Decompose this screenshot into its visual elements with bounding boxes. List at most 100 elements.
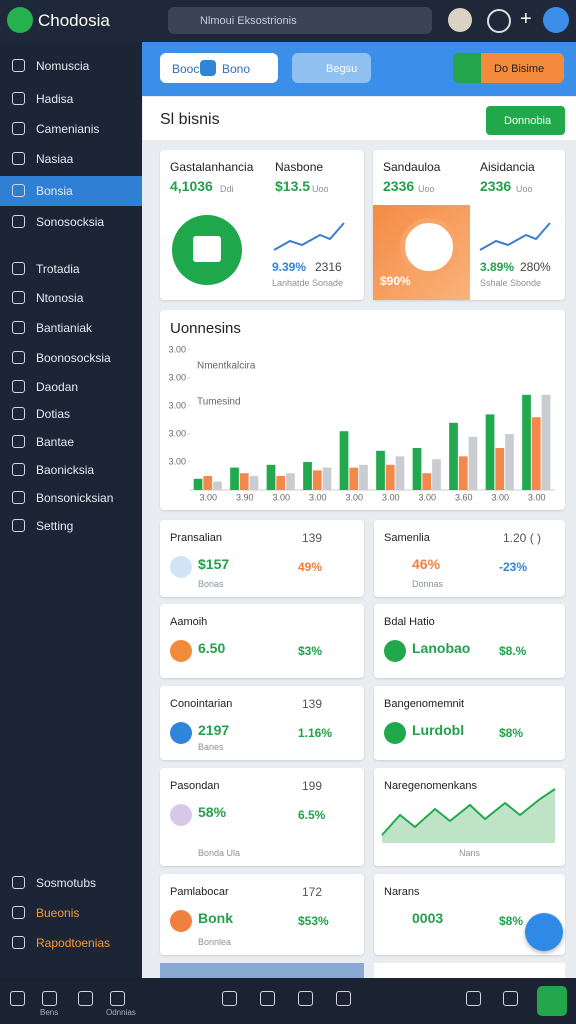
bar: [312, 470, 322, 490]
card-change: $53%: [298, 914, 329, 928]
card-value: 0003: [412, 910, 444, 926]
bar: [286, 473, 295, 490]
tab-button[interactable]: [292, 53, 371, 83]
nav-icon[interactable]: [10, 991, 25, 1006]
nav-item[interactable]: Bueonis: [36, 906, 80, 920]
nav-icon[interactable]: [336, 991, 351, 1006]
card-sub: Donnas: [412, 579, 444, 589]
profile[interactable]: [543, 7, 569, 33]
x-tick-label: 3.00: [199, 492, 217, 502]
nav-icon[interactable]: [466, 991, 481, 1006]
search-box[interactable]: [168, 7, 432, 34]
x-tick-label: 3.00: [345, 492, 363, 502]
card-title: Pamlabocar: [170, 886, 229, 898]
kpi-stat: 9.39%: [272, 260, 307, 274]
nav-icon: [12, 351, 25, 364]
y-tick-label: 3.00: [168, 428, 186, 438]
card-title: Bdal Hatio: [384, 616, 435, 628]
card-corner: 1.20 ( ): [503, 531, 542, 545]
nav-item[interactable]: Rapodtoenias: [36, 936, 111, 950]
nav-icon[interactable]: [78, 991, 93, 1006]
section-button[interactable]: [486, 106, 565, 135]
chart: Uonnesins Nmentkalcira Tumesind 3.00 3.00…: [168, 320, 555, 502]
nav-icon[interactable]: [260, 991, 275, 1006]
nav-item[interactable]: Trotadia: [36, 262, 80, 276]
nav-item[interactable]: Daodan: [36, 380, 79, 394]
nav-icon[interactable]: [298, 991, 313, 1006]
bar: [495, 448, 505, 490]
nav-item[interactable]: Sonosocksia: [36, 215, 105, 229]
nav-icon: [12, 936, 25, 949]
kpi-title: Aisidancia: [480, 160, 535, 174]
nav-item[interactable]: Baonicksia: [36, 463, 95, 477]
nav-icon[interactable]: [222, 991, 237, 1006]
nav-item[interactable]: Ntonosia: [36, 291, 84, 305]
nav-item[interactable]: Nasiaa: [36, 152, 74, 166]
kpi-sub: Ddi: [220, 184, 234, 194]
kpi-badge: $90%: [380, 274, 411, 288]
bar: [193, 478, 203, 490]
nav-item[interactable]: Hadisa: [36, 92, 74, 106]
bar: [522, 394, 531, 490]
card: [160, 604, 364, 678]
card: [160, 520, 364, 597]
x-tick-label: 3.00: [309, 492, 327, 502]
card: [160, 874, 364, 955]
add-icon[interactable]: +: [520, 8, 532, 30]
nav-item[interactable]: Bonsia: [36, 184, 73, 198]
nav-item[interactable]: Nomuscia: [36, 59, 90, 73]
nav-icon[interactable]: [110, 991, 125, 1006]
card-title: Bangenomemnit: [384, 698, 465, 710]
nav-item[interactable]: Setting: [36, 519, 74, 533]
kpi-title: Gastalanhancia: [170, 160, 254, 174]
nav-item[interactable]: Bantae: [36, 435, 75, 449]
nav-icon: [12, 519, 25, 532]
tab-label: Bono: [222, 62, 251, 76]
card-change: $8%: [499, 726, 524, 740]
action-button[interactable]: [453, 53, 564, 83]
search-placeholder: Nlmoui Eksostrionis: [200, 15, 297, 27]
card-sub: Nans: [459, 848, 481, 858]
x-tick-label: 3.00: [382, 492, 400, 502]
nav-item[interactable]: Bantianiak: [36, 321, 93, 335]
bar: [541, 394, 551, 490]
y-tick-label: 3.00: [168, 400, 186, 410]
nav-item[interactable]: Sosmotubs: [36, 876, 97, 890]
kpi-icon-glyph: [193, 236, 221, 262]
card-title: Naregenomenkans: [384, 780, 477, 792]
section-title: Sl bisnis: [160, 111, 220, 128]
tab-label: Begsu: [326, 63, 358, 75]
nav-icon: [12, 59, 25, 72]
nav-icon[interactable]: [42, 991, 57, 1006]
x-tick-label: 3.00: [528, 492, 546, 502]
card: [160, 686, 364, 760]
card-value: $157: [198, 556, 230, 572]
nav-icon: [12, 92, 25, 105]
nav-item[interactable]: Bonsonicksian: [36, 491, 114, 505]
card-icon: [384, 910, 406, 932]
card-value: Lanobao: [412, 640, 471, 656]
nav-item[interactable]: Dotias: [36, 407, 71, 421]
kpi-value: $13.5: [275, 178, 311, 194]
settings-icon[interactable]: [487, 9, 511, 33]
x-tick-label: 3.90: [236, 492, 254, 502]
bar: [422, 473, 432, 490]
nav-icon[interactable]: [503, 991, 518, 1006]
kpi-stat: 3.89%: [480, 260, 515, 274]
avatar[interactable]: [448, 8, 472, 32]
nav-item[interactable]: Boonosocksia: [36, 351, 111, 365]
nav-item[interactable]: Camenianis: [36, 122, 100, 136]
card-value: 58%: [198, 804, 227, 820]
fab[interactable]: [525, 913, 563, 951]
kpi-title: Nasbone: [275, 160, 324, 174]
card-change: -23%: [499, 560, 528, 574]
bar: [322, 467, 332, 490]
sidebar: [0, 42, 142, 978]
nav-active[interactable]: [537, 986, 567, 1016]
card-change: 49%: [298, 560, 323, 574]
tab-button[interactable]: [160, 53, 278, 83]
y-tick-label: 3.00: [168, 344, 186, 354]
card-value: 6.50: [198, 640, 226, 656]
card-icon: [384, 722, 406, 744]
